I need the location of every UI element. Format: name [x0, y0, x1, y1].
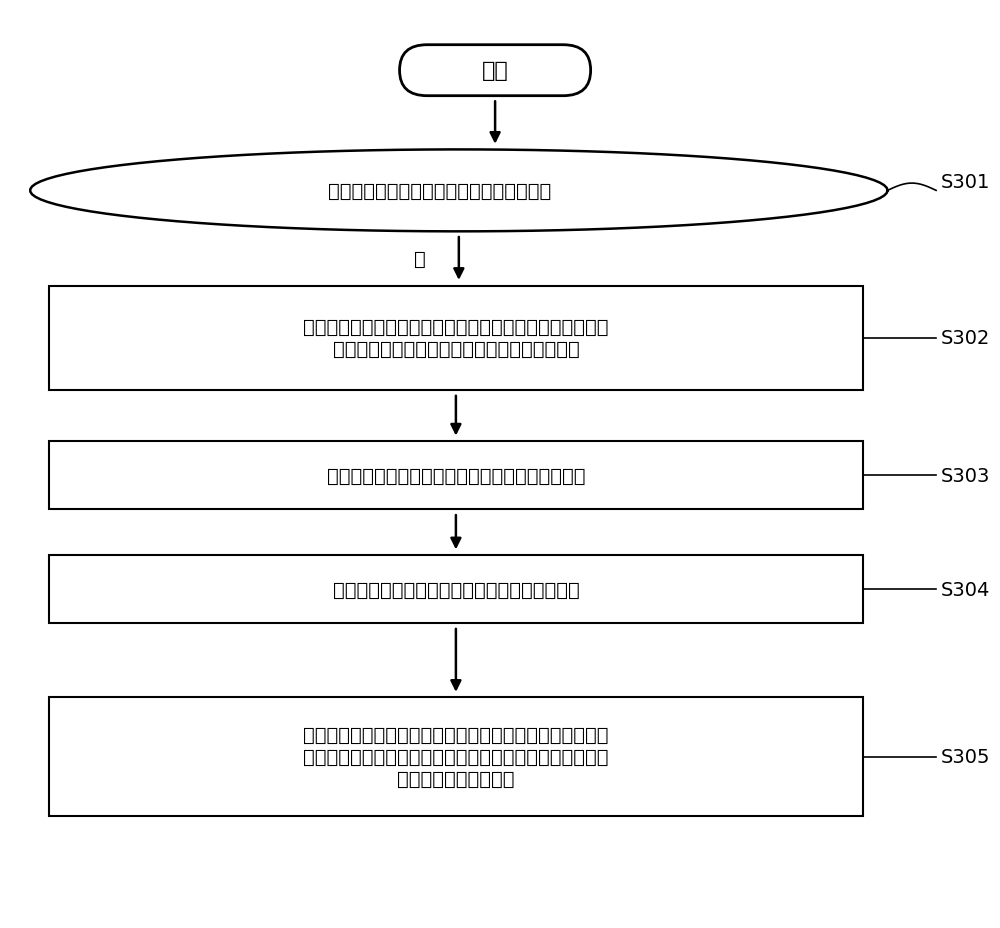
FancyBboxPatch shape [400, 45, 591, 97]
FancyBboxPatch shape [49, 286, 863, 391]
Text: 监听移动终端的操作系统是否发出开机广播: 监听移动终端的操作系统是否发出开机广播 [328, 182, 551, 200]
FancyBboxPatch shape [49, 442, 863, 509]
Text: S303: S303 [941, 467, 990, 485]
Text: 根据目标文件确定操作系统发生重启时的重启类型: 根据目标文件确定操作系统发生重启时的重启类型 [327, 467, 585, 485]
Text: 开始: 开始 [482, 61, 508, 81]
Text: 根据重启类型以及目标文件生成对应的重启信息: 根据重启类型以及目标文件生成对应的重启信息 [333, 580, 579, 599]
Text: 将重启信息上传至服务器，其中，重启信息用于服务器根据
重启类型对至少一个移动终端发送的重启信息进行归类，并
输出归类后的重启信息: 将重启信息上传至服务器，其中，重启信息用于服务器根据 重启类型对至少一个移动终端… [303, 726, 609, 788]
FancyBboxPatch shape [49, 555, 863, 624]
Text: 是: 是 [414, 250, 426, 268]
Text: S301: S301 [941, 173, 990, 191]
FancyBboxPatch shape [49, 698, 863, 816]
Text: S302: S302 [941, 329, 990, 348]
Text: S305: S305 [941, 747, 990, 767]
Text: S304: S304 [941, 580, 990, 599]
Text: 从移动终端的目标目录中获取目标文件，其中，目标目录用
于存储操作系统每次发生重大异常时的文件记录: 从移动终端的目标目录中获取目标文件，其中，目标目录用 于存储操作系统每次发生重大… [303, 318, 609, 359]
